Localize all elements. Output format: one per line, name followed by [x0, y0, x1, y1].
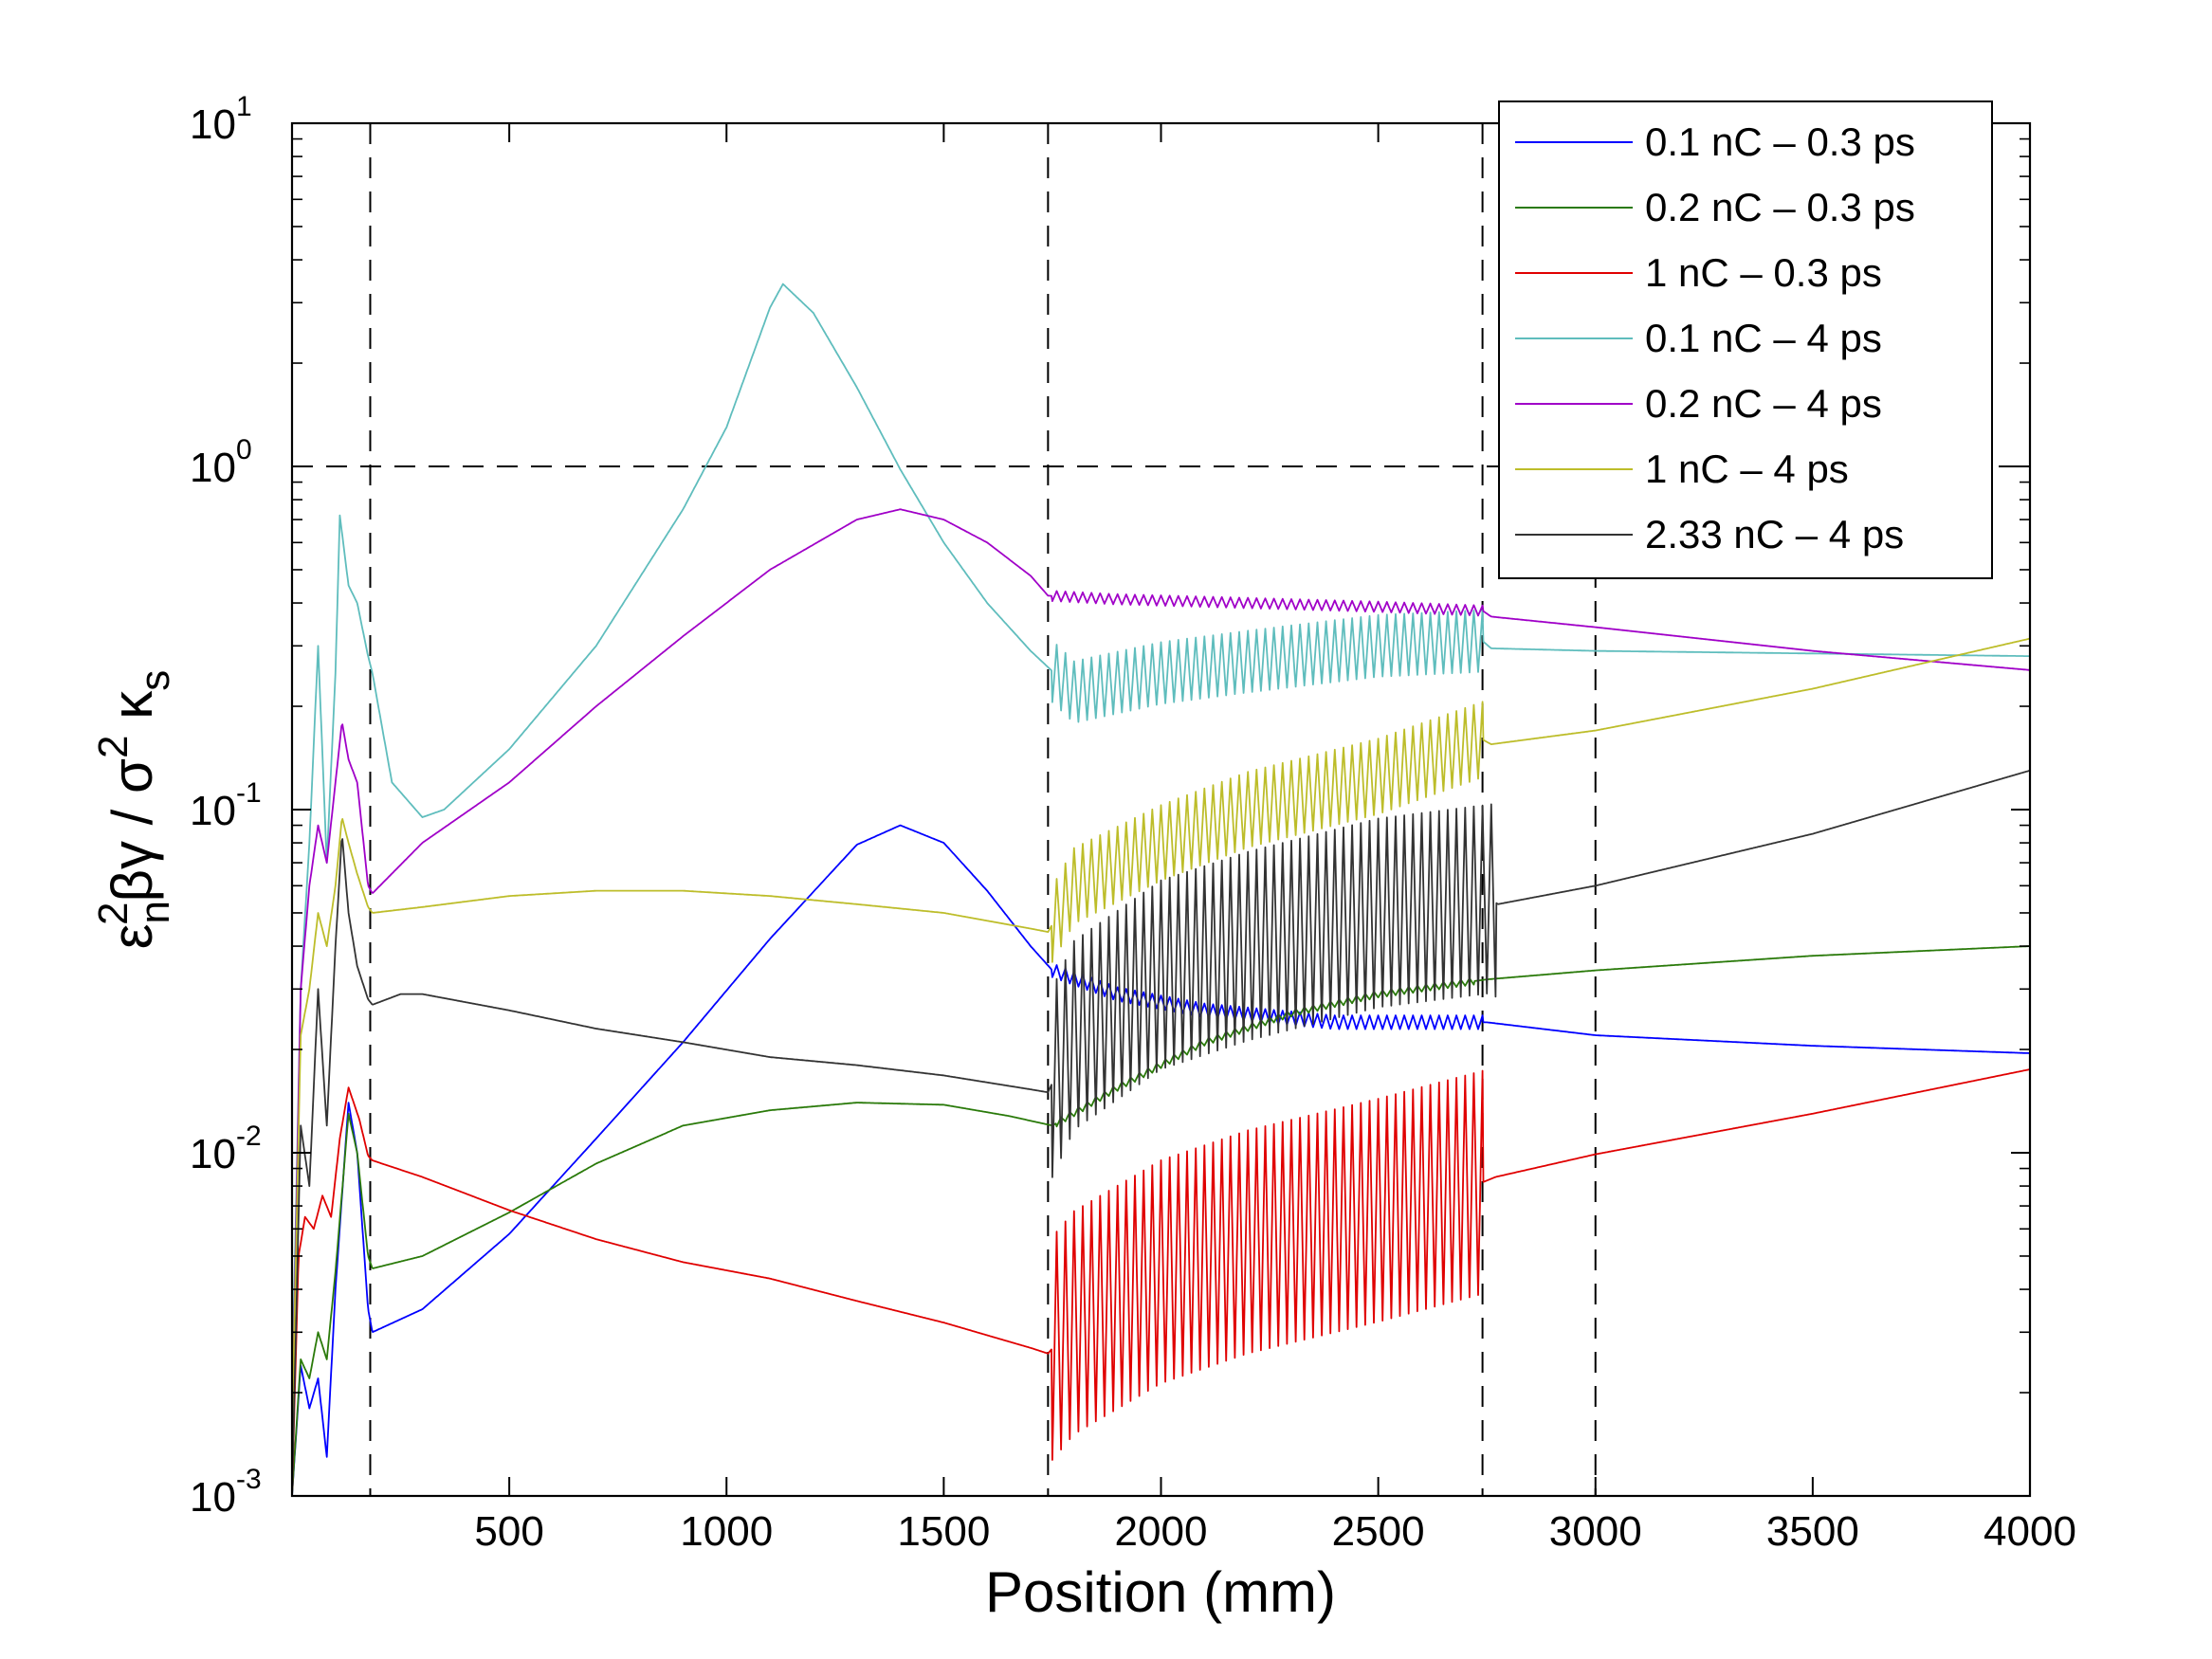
- legend-box: [1498, 100, 1993, 579]
- x-tick-label-2000: 2000: [1115, 1508, 1208, 1555]
- legend: 0.1 nC – 0.3 ps 0.2 nC – 0.3 ps 1 nC – 0.3…: [1498, 100, 1993, 579]
- legend-label-5: 1 nC – 4 ps: [1645, 447, 1849, 491]
- series-line-5: [291, 637, 2031, 1436]
- legend-label-3: 0.1 nC – 4 ps: [1645, 316, 1882, 360]
- y-title-sub-n: n: [132, 901, 178, 923]
- legend-label-2: 1 nC – 0.3 ps: [1645, 250, 1882, 295]
- y-title-eps: ε: [101, 923, 164, 949]
- x-tick-label-1000: 1000: [680, 1508, 773, 1555]
- legend-label-4: 0.2 nC – 4 ps: [1645, 381, 1882, 426]
- x-tick-label-500: 500: [474, 1508, 543, 1555]
- y-title-sup-2a: 2: [90, 902, 137, 925]
- series-line-2: [291, 1068, 2031, 1497]
- y-axis-title: εn2βγ / σ2 κs: [90, 670, 178, 949]
- legend-label-1: 0.2 nC – 0.3 ps: [1645, 185, 1915, 229]
- series-line-1: [291, 945, 2030, 1497]
- y-tick-label-1: 101: [190, 91, 252, 148]
- x-axis-title: Position (mm): [985, 1560, 1336, 1624]
- x-tick-label-4000: 4000: [1983, 1508, 2076, 1555]
- y-title-kappa: κ: [101, 690, 164, 736]
- y-tick-label--3: 10-3: [190, 1464, 262, 1521]
- y-title-betagamma: βγ / σ: [101, 758, 164, 902]
- tick-labels: 500 1000 1500 2000 2500 3000 3500 4000 10-3 10-2 1…: [190, 91, 2076, 1555]
- series-line-6: [291, 769, 2031, 1497]
- y-title-sup-2b: 2: [90, 735, 137, 757]
- svg-text:εn2βγ / σ2 κs: εn2βγ / σ2 κs: [90, 670, 178, 949]
- x-tick-label-3000: 3000: [1549, 1508, 1642, 1555]
- series-line-0: [291, 824, 2030, 1497]
- series-group: [291, 283, 2031, 1497]
- y-title-sub-s: s: [132, 670, 178, 691]
- axis-ticks: [292, 122, 2031, 1497]
- series-line-4: [291, 508, 2030, 1436]
- legend-label-0: 0.1 nC – 0.3 ps: [1645, 119, 1915, 164]
- y-tick-label--2: 10-2: [190, 1121, 262, 1177]
- series-line-3: [291, 283, 2030, 1394]
- x-tick-label-1500: 1500: [897, 1508, 990, 1555]
- y-tick-label--1: 10-1: [190, 777, 262, 834]
- legend-label-6: 2.33 nC – 4 ps: [1645, 512, 1904, 556]
- x-tick-label-2500: 2500: [1332, 1508, 1425, 1555]
- y-tick-label-0: 100: [190, 434, 252, 491]
- x-tick-label-3500: 3500: [1766, 1508, 1859, 1555]
